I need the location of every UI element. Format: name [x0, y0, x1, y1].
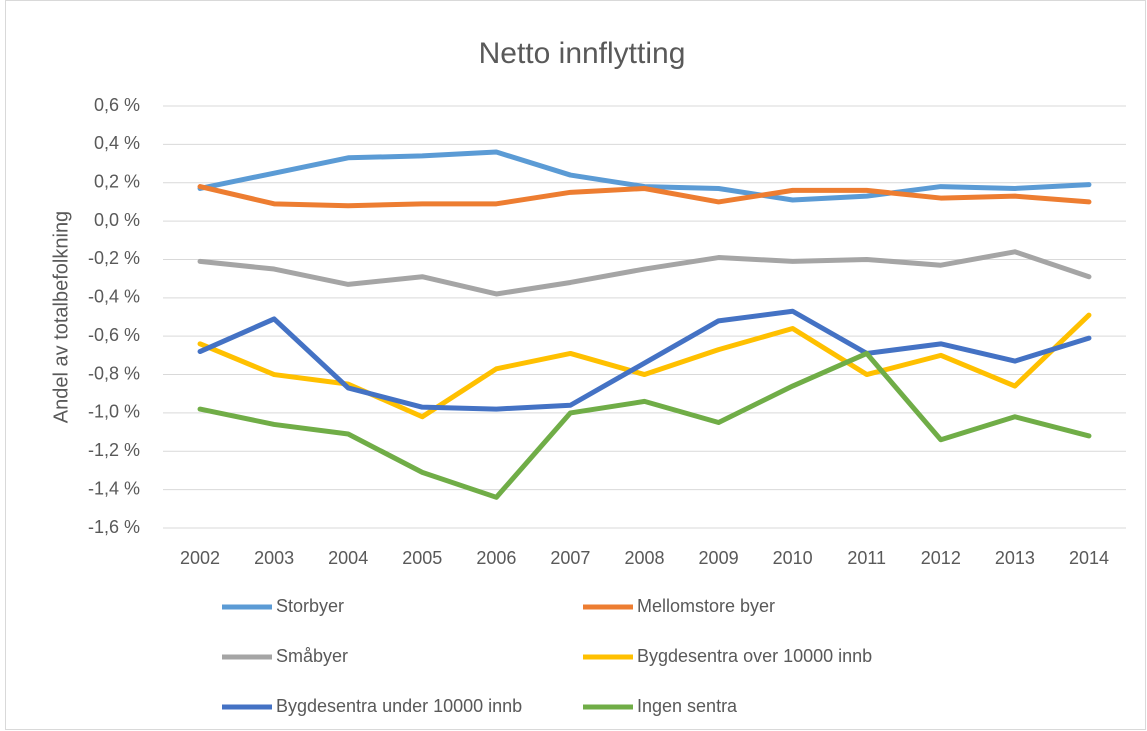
y-tick-label: -1,6 % — [88, 517, 140, 537]
x-tick-label: 2004 — [328, 548, 368, 568]
x-tick-label: 2008 — [624, 548, 664, 568]
chart-title: Netto innflytting — [479, 37, 686, 70]
legend-label: Mellomstore byer — [637, 596, 775, 616]
x-tick-label: 2002 — [180, 548, 220, 568]
y-axis-label: Andel av totalbefolkning — [50, 211, 72, 423]
x-tick-label: 2009 — [699, 548, 739, 568]
y-tick-label: -0,4 % — [88, 287, 140, 307]
x-tick-label: 2011 — [847, 548, 886, 568]
x-tick-label: 2010 — [773, 548, 813, 568]
series-line — [197, 249, 1092, 297]
x-tick-label: 2007 — [550, 548, 590, 568]
x-tick-label: 2013 — [995, 548, 1035, 568]
y-tick-label: -0,2 % — [88, 248, 140, 268]
series-line — [197, 350, 1092, 500]
legend-label: Bygdesentra over 10000 innb — [637, 646, 872, 666]
y-tick-label: -0,8 % — [88, 363, 140, 383]
y-tick-label: 0,2 % — [94, 171, 140, 191]
series-line — [197, 312, 1092, 420]
y-tick-label: -1,0 % — [88, 402, 140, 422]
x-tick-label: 2005 — [402, 548, 442, 568]
x-tick-label: 2003 — [254, 548, 294, 568]
legend-label: Småbyer — [276, 646, 348, 666]
legend-label: Storbyer — [276, 596, 344, 616]
chart-frame — [5, 0, 1146, 730]
x-tick-label: 2006 — [476, 548, 516, 568]
y-tick-label: -0,6 % — [88, 325, 140, 345]
y-tick-label: -1,2 % — [88, 440, 140, 460]
y-tick-label: 0,4 % — [94, 133, 140, 153]
legend-label: Bygdesentra under 10000 innb — [276, 696, 522, 716]
y-tick-label: -1,4 % — [88, 478, 140, 498]
x-tick-label: 2014 — [1069, 548, 1109, 568]
series-line — [197, 184, 1092, 209]
y-tick-label: 0,6 % — [94, 95, 140, 115]
y-tick-label: 0,0 % — [94, 210, 140, 230]
x-tick-label: 2012 — [921, 548, 961, 568]
series-line — [197, 308, 1092, 412]
legend-label: Ingen sentra — [637, 696, 738, 716]
